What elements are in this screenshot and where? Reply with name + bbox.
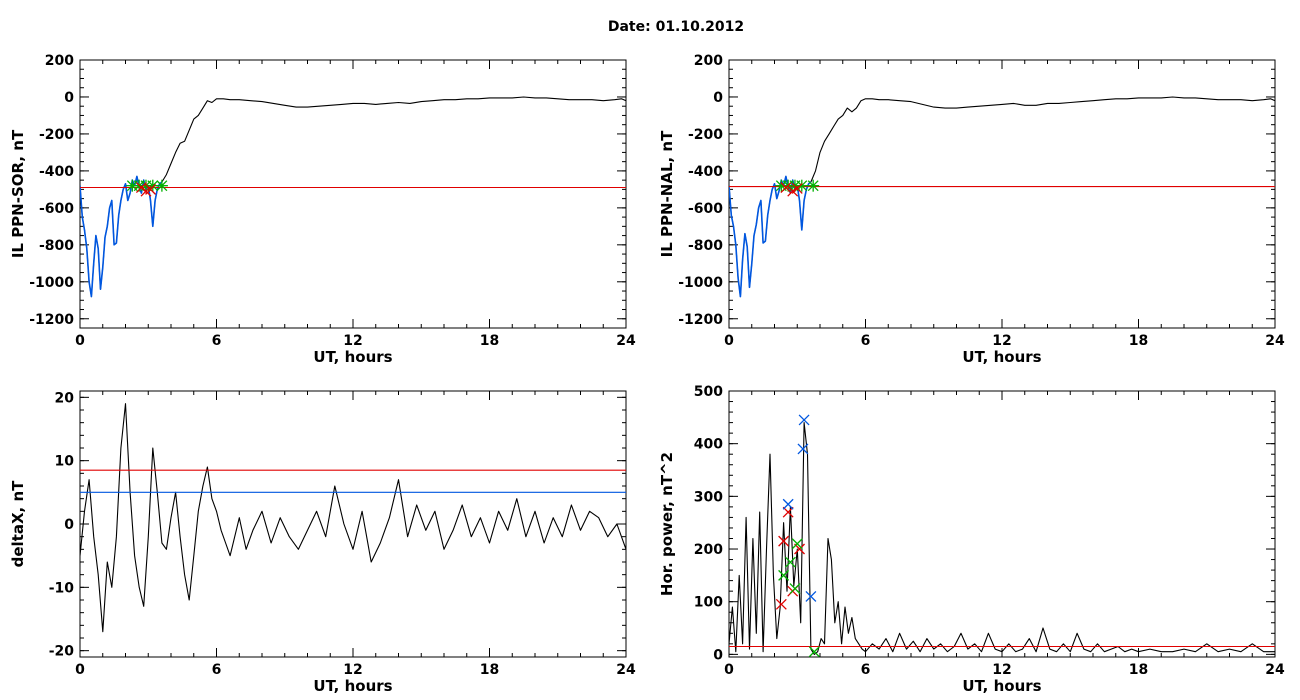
y-tick-label: -800 [39,238,74,254]
y-tick-label: 500 [694,384,723,400]
y-tick-label: 10 [55,454,75,470]
x-axis-label: UT, hours [962,677,1041,695]
y-tick-label: -10 [49,580,75,596]
y-tick-label: -800 [688,238,723,254]
series-line-0 [729,422,1275,655]
x-marker [778,569,790,581]
x-marker [778,535,790,547]
x-tick-label: 6 [212,662,222,678]
plot-area [80,403,626,633]
plot-frame [728,390,1276,658]
x-tick-label: 18 [1129,333,1148,349]
x-marker [797,443,809,455]
plot-area [80,96,626,298]
y-tick-label: 200 [45,53,74,69]
x-tick-label: 6 [861,662,871,678]
panel-top-right: 0 6 12 18 24 200 0 -200 -400 -600 -800 -1000 -1200 UT… [658,53,1285,366]
y-tick-label: -600 [39,201,74,217]
y-axis-label: deltaX, nT [9,480,27,568]
x-marker [805,590,817,602]
plot-frame [79,59,627,329]
x-tick-label: 18 [480,662,499,678]
x-tick-label: 18 [1129,662,1148,678]
asterisk-marker [807,179,820,192]
y-tick-label: -1200 [29,312,74,328]
x-marker [791,538,803,550]
x-marker [791,182,803,194]
y-tick-label: 300 [694,489,723,505]
x-tick-label: 12 [343,662,362,678]
x-axis-label: UT, hours [313,677,392,695]
x-tick-label: 12 [992,333,1011,349]
x-marker [789,583,801,594]
x-tick-label: 18 [480,333,499,349]
y-tick-label: -1000 [29,275,74,291]
series-line-0 [80,403,626,633]
chart-date-title: Date: 01.10.2012 [607,19,745,35]
x-marker [782,498,794,510]
x-tick-label: 24 [1265,333,1285,349]
y-tick-label: 200 [694,542,723,558]
y-axis-label: IL PPN-SOR, nT [9,129,27,258]
y-tick-label: 0 [713,647,723,663]
x-marker [782,506,794,518]
y-tick-label: -20 [49,644,75,660]
asterisk-marker [795,179,808,192]
y-tick-label: 200 [694,53,723,69]
series-line-1 [729,175,812,298]
y-tick-label: -200 [39,127,74,143]
y-tick-label: 100 [694,595,723,611]
x-tick-label: 24 [616,662,636,678]
x-tick-label: 12 [992,662,1011,678]
y-tick-label: -600 [688,201,723,217]
series-line-0 [729,96,1275,298]
asterisk-marker [155,179,168,192]
y-tick-label: -400 [688,164,723,180]
plot-area [729,414,1275,657]
x-axis-label: UT, hours [313,348,392,366]
y-axis-label: IL PPN-NAL, nT [658,130,676,257]
y-tick-label: -1000 [678,275,723,291]
series-line-0 [80,96,626,298]
plot-frame [79,390,627,658]
x-tick-label: 6 [861,333,871,349]
x-marker [145,183,156,195]
y-tick-label: -1200 [678,312,723,328]
y-tick-label: 0 [713,90,723,106]
x-tick-label: 24 [1265,662,1285,678]
x-tick-label: 0 [724,662,734,678]
x-marker [808,646,820,657]
y-tick-label: 400 [694,437,723,453]
x-tick-label: 12 [343,333,362,349]
y-tick-label: 20 [55,390,75,406]
panel-bottom-right: 0 6 12 18 24 500 400 300 200 100 0 UT, hours Hor. po… [658,384,1285,695]
x-axis-label: UT, hours [962,348,1041,366]
y-tick-label: -400 [39,164,74,180]
x-tick-label: 24 [616,333,636,349]
plot-frame [728,59,1276,329]
x-marker [780,182,792,193]
y-tick-label: 0 [64,90,74,106]
panel-top-left: 0 6 12 18 24 200 0 -200 -400 -600 -800 -1000 -1200 UT… [9,53,636,366]
plot-area [729,96,1275,298]
x-tick-label: 0 [724,333,734,349]
x-tick-label: 6 [212,333,222,349]
x-marker [798,414,810,426]
y-axis-label: Hor. power, nT^2 [658,452,676,596]
y-tick-label: 0 [64,517,74,533]
x-tick-label: 0 [75,662,85,678]
panel-bottom-left: 0 6 12 18 24 20 10 0 -10 -20 UT, hours deltaX, nT [9,390,636,695]
y-tick-label: -200 [688,127,723,143]
x-marker [775,598,787,610]
x-tick-label: 0 [75,333,85,349]
x-marker [784,556,796,568]
